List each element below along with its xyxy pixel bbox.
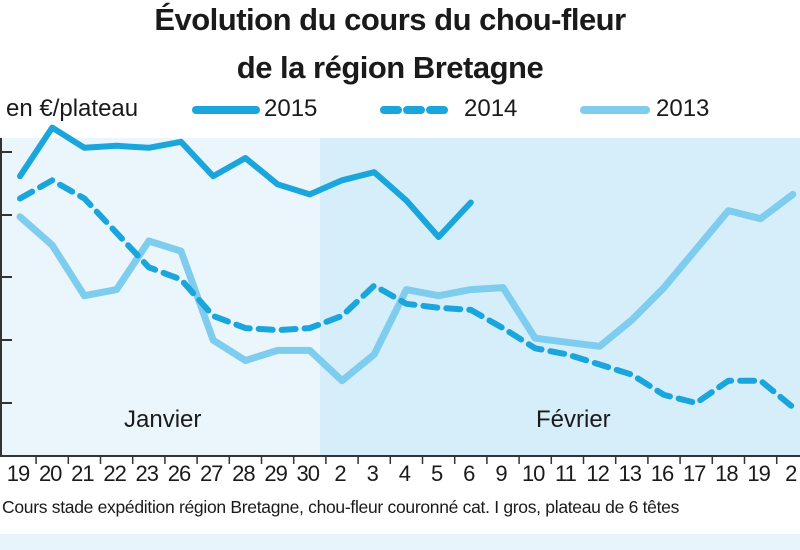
x-tick-label: 26 (167, 461, 191, 486)
x-tick-label: 16 (650, 461, 674, 486)
x-tick-label: 28 (232, 461, 255, 486)
bottom-band (0, 534, 800, 550)
y-axis-unit-label: en €/plateau (6, 95, 139, 122)
x-tick-label: 13 (618, 461, 642, 486)
x-tick-label: 2 (785, 461, 797, 486)
legend-label-2015: 2015 (264, 95, 318, 122)
x-tick-label: 30 (296, 461, 320, 486)
x-tick-label: 9 (495, 461, 507, 486)
series-line-2015 (17, 124, 474, 240)
month-label-fevrier: Février (536, 406, 611, 433)
series-line-2014 (17, 177, 796, 411)
x-tick-label: 12 (586, 461, 609, 486)
january-band (0, 138, 320, 456)
x-tick-label: 2 (334, 461, 346, 486)
x-tick-label: 19 (6, 461, 30, 486)
chart-footnote: Cours stade expédition région Bretagne, … (2, 497, 680, 517)
chart-title: Évolution du cours du chou-fleur (154, 2, 626, 37)
x-tick-label: 4 (398, 461, 411, 486)
x-tick-label: 19 (747, 461, 770, 486)
x-tick-label: 3 (366, 461, 379, 486)
legend-label-2013: 2013 (656, 95, 710, 122)
x-tick-label: 5 (430, 461, 443, 486)
x-tick-label: 20 (38, 461, 62, 486)
legend-label-2014: 2014 (464, 95, 518, 122)
month-label-janvier: Janvier (124, 406, 202, 433)
series-line-2013 (16, 190, 797, 385)
x-tick-label: 10 (521, 461, 545, 486)
x-tick-label: 29 (264, 461, 287, 486)
chart-subtitle: de la région Bretagne (236, 50, 544, 85)
x-tick-label: 23 (135, 461, 159, 486)
x-tick-label: 22 (103, 461, 126, 486)
x-tick-label: 27 (199, 461, 223, 486)
x-tick-label: 6 (463, 461, 475, 486)
x-tick-label: 18 (715, 461, 738, 486)
x-tick-label: 17 (682, 461, 706, 486)
x-tick-label: 11 (554, 461, 577, 486)
x-tick-label: 21 (71, 461, 94, 486)
